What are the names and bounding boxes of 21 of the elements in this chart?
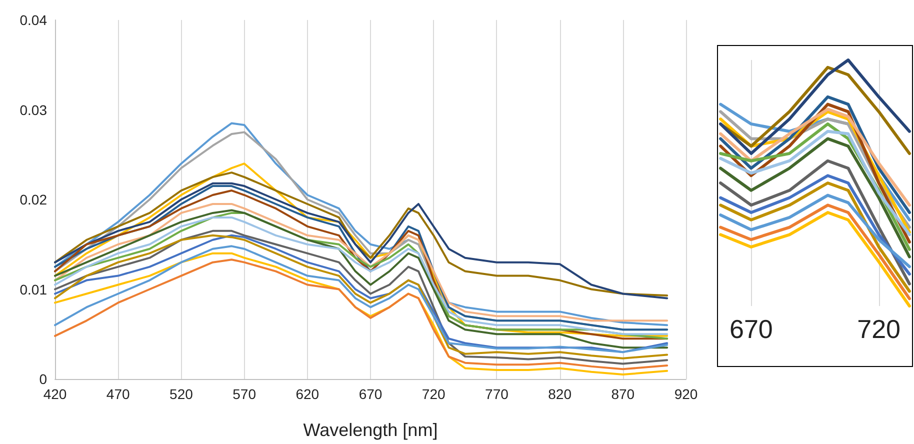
line-series [54, 202, 668, 322]
x-tick-label: 470 [106, 386, 130, 402]
x-tick-label: 420 [43, 386, 67, 402]
x-tick-label: 620 [296, 386, 320, 402]
x-axis-title: Wavelength [nm] [303, 420, 438, 440]
y-tick-label: 0.01 [20, 281, 48, 298]
x-tick-label: 670 [729, 314, 773, 344]
x-tick-label: 670 [358, 386, 382, 402]
y-tick-label: 0 [39, 371, 48, 387]
x-tick-label: 920 [674, 386, 698, 402]
x-tick-label: 570 [232, 386, 256, 402]
x-tick-label: 720 [857, 314, 901, 344]
x-tick-label: 820 [548, 386, 572, 402]
y-tick-label: 0.02 [20, 192, 48, 208]
x-tick-label: 870 [611, 386, 635, 402]
y-tick-label: 0.04 [20, 12, 48, 28]
line-series [54, 162, 668, 337]
y-tick-label: 0.03 [20, 102, 48, 118]
x-tick-label: 520 [170, 386, 194, 402]
x-tick-label: 720 [422, 386, 446, 402]
x-tick-label: 770 [485, 386, 509, 402]
